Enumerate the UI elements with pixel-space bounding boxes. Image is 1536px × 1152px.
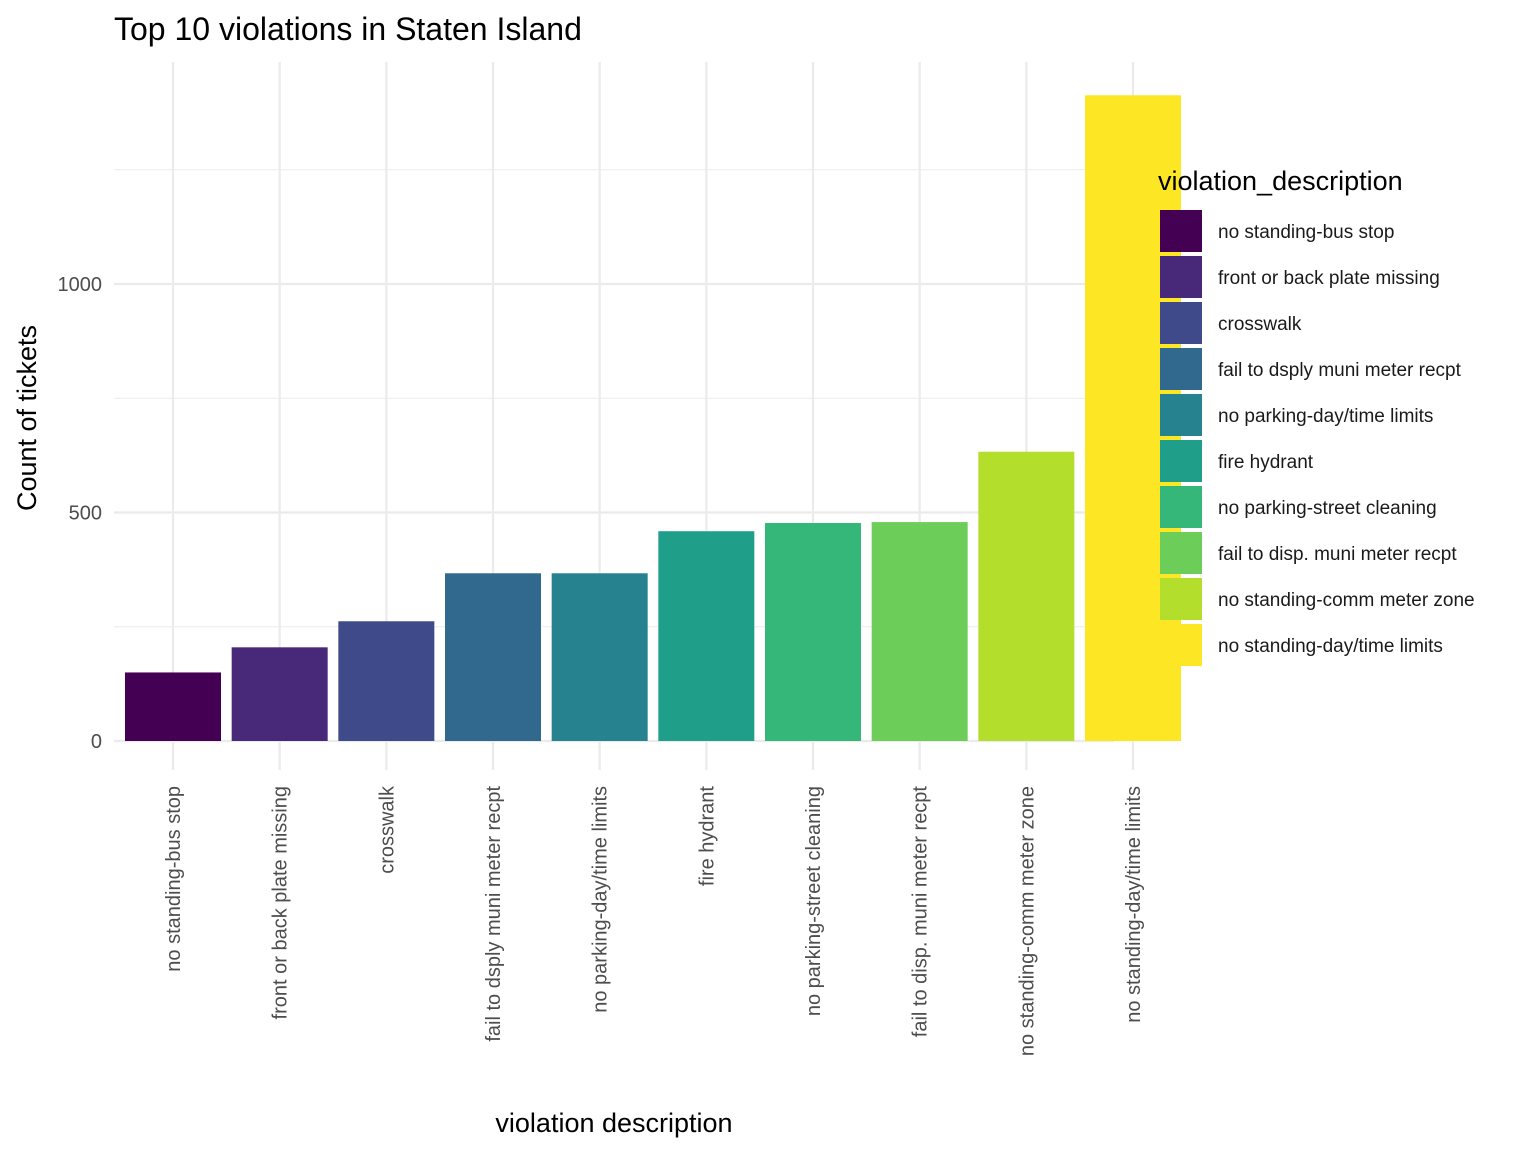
bar [231, 647, 328, 741]
x-axis-title: violation description [495, 1108, 732, 1138]
legend-label: fail to disp. muni meter recpt [1218, 544, 1457, 565]
legend-label: no standing-day/time limits [1218, 636, 1443, 657]
legend-label: no parking-street cleaning [1218, 498, 1437, 519]
x-tick-label: crosswalk [376, 785, 398, 874]
bars [125, 95, 1181, 741]
legend-key [1160, 624, 1202, 666]
bar [978, 451, 1075, 741]
bar [445, 573, 541, 741]
legend-key [1160, 578, 1202, 620]
x-tick-label: fire hydrant [696, 786, 718, 886]
bar [658, 531, 755, 741]
x-tick-label: fail to disp. muni meter recpt [910, 786, 932, 1038]
x-tick-label: no parking-street cleaning [803, 786, 825, 1016]
legend-key [1160, 440, 1202, 482]
legend-label: fail to dsply muni meter recpt [1218, 360, 1462, 381]
legend-key [1160, 348, 1202, 390]
bar [871, 522, 968, 741]
y-axis-ticks: 0 500 1000 [58, 274, 103, 753]
y-tick-label: 500 [69, 503, 102, 525]
legend-label: no standing-bus stop [1218, 222, 1394, 243]
x-tick-label: no standing-comm meter zone [1016, 786, 1038, 1056]
y-axis-title: Count of tickets [12, 325, 42, 511]
chart-title: Top 10 violations in Staten Island [114, 11, 582, 47]
legend-key [1160, 532, 1202, 574]
y-tick-label: 1000 [58, 274, 103, 296]
x-axis-ticks: no standing-bus stop front or back plate … [163, 785, 1145, 1056]
x-tick-label: no standing-bus stop [163, 786, 185, 972]
legend-label: fire hydrant [1218, 452, 1314, 473]
x-tick-label: front or back plate missing [270, 786, 292, 1019]
legend-label: no standing-comm meter zone [1218, 590, 1475, 611]
bar [551, 573, 648, 741]
x-tick-label: no parking-day/time limits [590, 786, 612, 1013]
bar [338, 621, 435, 741]
legend-label: crosswalk [1218, 314, 1302, 335]
legend-key [1160, 302, 1202, 344]
legend-key [1160, 210, 1202, 252]
legend-title: violation_description [1158, 166, 1403, 196]
legend-key [1160, 486, 1202, 528]
x-tick-label: no standing-day/time limits [1123, 786, 1145, 1023]
legend: violation_description no standing-bus st… [1158, 166, 1475, 666]
y-tick-label: 0 [91, 731, 102, 753]
bar [765, 523, 861, 741]
legend-key [1160, 256, 1202, 298]
legend-label: front or back plate missing [1218, 268, 1440, 289]
x-tick-label: fail to dsply muni meter recpt [483, 786, 505, 1042]
legend-label: no parking-day/time limits [1218, 406, 1433, 427]
bar [125, 672, 221, 741]
legend-key [1160, 394, 1202, 436]
